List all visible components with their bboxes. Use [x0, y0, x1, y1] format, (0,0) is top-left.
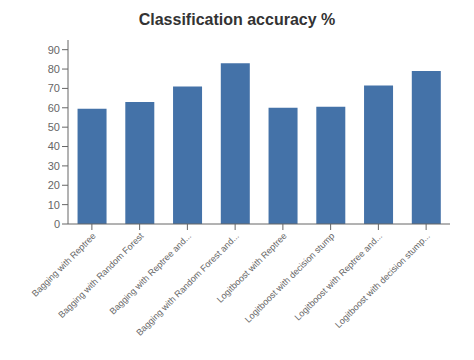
svg-text:80: 80 — [48, 63, 60, 75]
svg-text:90: 90 — [48, 44, 60, 56]
svg-text:Bagging with Reptree: Bagging with Reptree — [29, 230, 98, 299]
svg-text:60: 60 — [48, 102, 60, 114]
svg-text:Bagging with Reptree and...: Bagging with Reptree and... — [108, 231, 194, 317]
svg-text:20: 20 — [48, 179, 60, 191]
svg-text:30: 30 — [48, 160, 60, 172]
svg-text:Bagging with Random Forest and: Bagging with Random Forest and... — [134, 231, 241, 338]
svg-text:Logitboost with decision stump: Logitboost with decision stump — [243, 231, 337, 325]
svg-text:Logitboost with Reptree: Logitboost with Reptree — [214, 230, 289, 305]
svg-text:Bagging with Random Forest: Bagging with Random Forest — [56, 231, 145, 320]
svg-text:Logitboost with Reptree and...: Logitboost with Reptree and... — [293, 231, 385, 323]
svg-text:70: 70 — [48, 82, 60, 94]
svg-text:50: 50 — [48, 121, 60, 133]
svg-text:0: 0 — [54, 218, 60, 230]
svg-text:Logitboost with decision stump: Logitboost with decision stump... — [333, 231, 432, 330]
svg-text:40: 40 — [48, 140, 60, 152]
svg-text:10: 10 — [48, 199, 60, 211]
html-text:Classification accuracy %: Classification accuracy % — [138, 11, 336, 28]
